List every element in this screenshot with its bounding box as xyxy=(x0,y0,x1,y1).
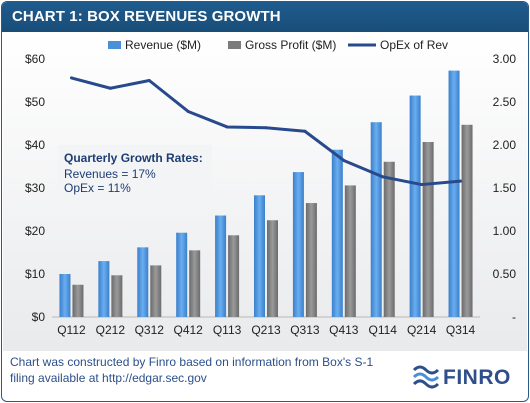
gross-profit-bar xyxy=(150,265,162,317)
y-left-tick-label: $50 xyxy=(25,95,45,109)
gross-profit-bar xyxy=(344,185,356,317)
opex-point xyxy=(381,175,385,179)
gross-profit-bar xyxy=(305,203,317,317)
finro-logo-icon xyxy=(412,365,440,389)
y-left-tick-label: $30 xyxy=(25,181,45,195)
revenue-bar xyxy=(137,247,149,317)
x-tick-label: Q212 xyxy=(96,323,126,337)
opex-point xyxy=(186,109,190,113)
opex-point xyxy=(303,129,307,133)
gross-profit-bar xyxy=(189,250,201,317)
finro-logo-text: FINRO xyxy=(443,366,511,389)
x-tick-label: Q214 xyxy=(407,323,437,337)
x-tick-label: Q113 xyxy=(213,323,242,337)
revenue-bar xyxy=(370,122,382,318)
y-left-tick-label: $60 xyxy=(25,52,45,66)
revenue-bar xyxy=(409,95,421,317)
x-tick-label: Q112 xyxy=(57,323,86,337)
legend-label-gross-profit: Gross Profit ($M) xyxy=(245,38,336,52)
gross-profit-bar xyxy=(111,275,123,317)
chart-title: CHART 1: BOX REVENUES GROWTH xyxy=(12,8,281,25)
gross-profit-bar xyxy=(267,220,278,317)
opex-point xyxy=(108,86,112,90)
annotation-line: Revenues = 17% xyxy=(64,167,156,181)
y-left-tick-label: $10 xyxy=(25,267,45,281)
gross-profit-bar xyxy=(72,284,84,317)
revenue-bar xyxy=(448,70,460,317)
legend-swatch-revenue xyxy=(108,41,121,49)
title-bar: CHART 1: BOX REVENUES GROWTH xyxy=(2,2,528,32)
revenue-bar xyxy=(176,232,188,317)
finro-logo: FINRO xyxy=(410,362,520,392)
legend-label-opex: OpEx of Rev xyxy=(380,38,448,52)
gross-profit-bar xyxy=(228,235,240,317)
revenue-bar xyxy=(98,261,110,317)
footer-note: Chart was constructed by Finro based on … xyxy=(10,354,390,386)
x-tick-label: Q312 xyxy=(135,323,165,337)
footer-line-2: filing available at http://edgar.sec.gov xyxy=(10,371,207,385)
x-tick-label: Q213 xyxy=(251,323,281,337)
opex-point xyxy=(264,126,268,130)
annotation-line: OpEx = 11% xyxy=(64,181,131,195)
footer-line-1: Chart was constructed by Finro based on … xyxy=(10,355,374,369)
y-right-tick-label: 2.00 xyxy=(493,138,517,152)
revenue-bar xyxy=(59,274,71,317)
y-right-tick-label: 1.50 xyxy=(493,181,517,195)
opex-point xyxy=(342,158,346,162)
opex-point xyxy=(147,79,151,82)
x-tick-label: Q313 xyxy=(290,323,320,337)
revenue-bar xyxy=(254,195,265,317)
y-right-tick-label: 0.50 xyxy=(493,267,517,281)
legend-label-revenue: Revenue ($M) xyxy=(125,38,201,52)
y-right-tick-label: 2.50 xyxy=(493,95,517,109)
x-tick-label: Q314 xyxy=(446,323,476,337)
annotation-heading: Quarterly Growth Rates: xyxy=(64,151,203,165)
annotation-box xyxy=(58,145,212,201)
y-right-tick-label: 1.00 xyxy=(493,224,517,238)
y-right-tick-label: 3.00 xyxy=(493,52,517,66)
revenue-bar xyxy=(215,215,227,317)
gross-profit-bar xyxy=(383,161,395,317)
y-left-tick-label: $20 xyxy=(25,224,45,238)
x-tick-label: Q114 xyxy=(368,323,397,337)
opex-point xyxy=(420,183,424,187)
opex-point xyxy=(69,76,73,80)
gross-profit-bar xyxy=(461,124,473,317)
x-tick-label: Q413 xyxy=(329,323,359,337)
legend-swatch-gross-profit xyxy=(228,41,241,49)
revenue-bar xyxy=(292,172,304,317)
gross-profit-bar xyxy=(422,141,434,317)
revenue-bar xyxy=(331,149,343,317)
y-left-tick-label: $0 xyxy=(32,310,46,324)
opex-point xyxy=(225,125,229,129)
y-right-tick-label: - xyxy=(512,310,516,324)
opex-point xyxy=(459,179,463,183)
x-tick-label: Q412 xyxy=(174,323,204,337)
y-left-tick-label: $40 xyxy=(25,138,45,152)
